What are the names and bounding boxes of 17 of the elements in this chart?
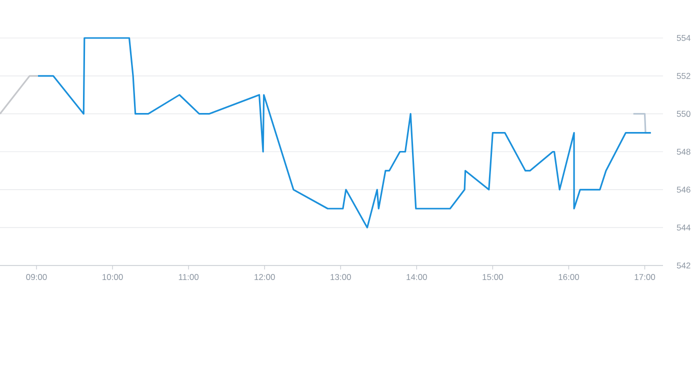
- x-tick-label: 09:00: [26, 274, 47, 280]
- y-tick-label: 554: [676, 35, 690, 41]
- y-tick-label: 550: [676, 110, 690, 117]
- y-tick-label: 542: [676, 262, 690, 269]
- x-tick-label: 12:00: [254, 274, 275, 280]
- x-tick-label: 15:00: [482, 274, 503, 280]
- x-tick-label: 11:00: [178, 274, 199, 280]
- x-tick-label: 10:00: [102, 274, 123, 280]
- y-tick-label: 548: [676, 148, 690, 155]
- x-tick-label: 17:00: [634, 274, 656, 280]
- x-tick-label: 13:00: [330, 274, 351, 280]
- line-series: [37, 37, 652, 228]
- y-tick-label: 546: [676, 186, 690, 193]
- y-tick-label: 544: [676, 224, 690, 231]
- x-tick-label: 14:00: [406, 274, 427, 280]
- x-tick-label: 16:00: [558, 274, 580, 280]
- y-tick-label: 552: [676, 72, 690, 79]
